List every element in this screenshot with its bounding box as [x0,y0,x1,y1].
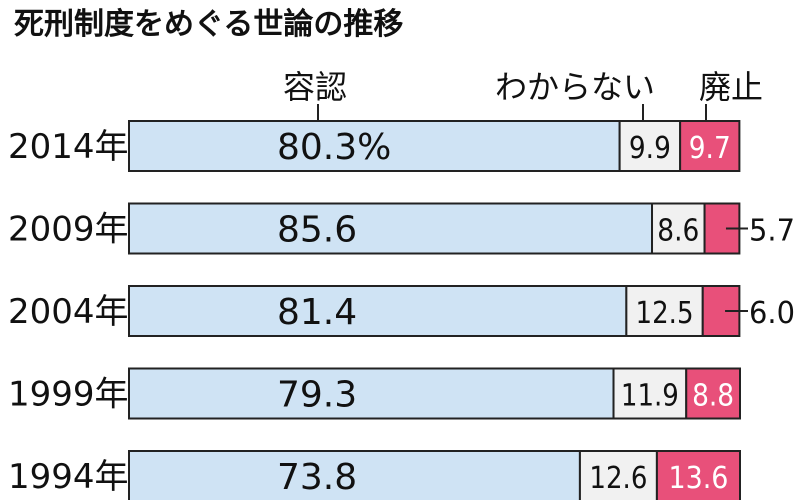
bar-segment-approve [128,285,628,337]
value-label: 6.0 [749,296,795,331]
year-label: 1994年 [8,457,129,497]
legend: 容認 わからない 廃止 [283,68,763,121]
value-label: 80.3% [277,127,391,168]
bars: 2014年 80.3% 9.9 9.7 2009年 85.6 8.6 5.7 2004年 81.4… [8,120,795,502]
value-label: 8.6 [657,214,699,249]
bar-segment-approve [128,367,615,420]
bar-segment-unknown [625,285,704,337]
bar-segment-abolish [679,120,741,172]
legend-label: 廃止 [699,68,763,106]
bar-segment-abolish [685,367,741,420]
value-label: 9.9 [629,131,671,166]
value-label: 9.7 [689,131,731,166]
value-label: 73.8 [277,457,357,498]
value-label: 8.8 [692,379,734,414]
value-label: 85.6 [277,210,357,251]
bar-segment-approve [128,202,654,255]
bar-segment-approve [128,120,621,172]
value-label: 11.9 [621,379,679,414]
value-label: 12.5 [636,296,694,331]
value-label: 13.6 [668,461,728,496]
year-label: 1999年 [8,375,129,415]
year-label: 2004年 [8,292,129,332]
bar-segment-unknown [618,120,682,172]
value-label: 5.7 [749,214,795,249]
bar-segment-unknown [651,202,706,255]
year-label: 2014年 [8,127,129,167]
value-label: 79.3 [277,375,357,416]
value-label: 12.6 [589,461,647,496]
bar-segment-abolish [655,450,741,502]
chart-title: 死刑制度をめぐる世論の推移 [14,7,403,42]
legend-label: わからない [495,68,655,106]
bar-segment-unknown [578,450,658,502]
value-label: 81.4 [277,292,357,333]
year-label: 2009年 [8,210,129,250]
legend-label: 容認 [283,68,347,106]
